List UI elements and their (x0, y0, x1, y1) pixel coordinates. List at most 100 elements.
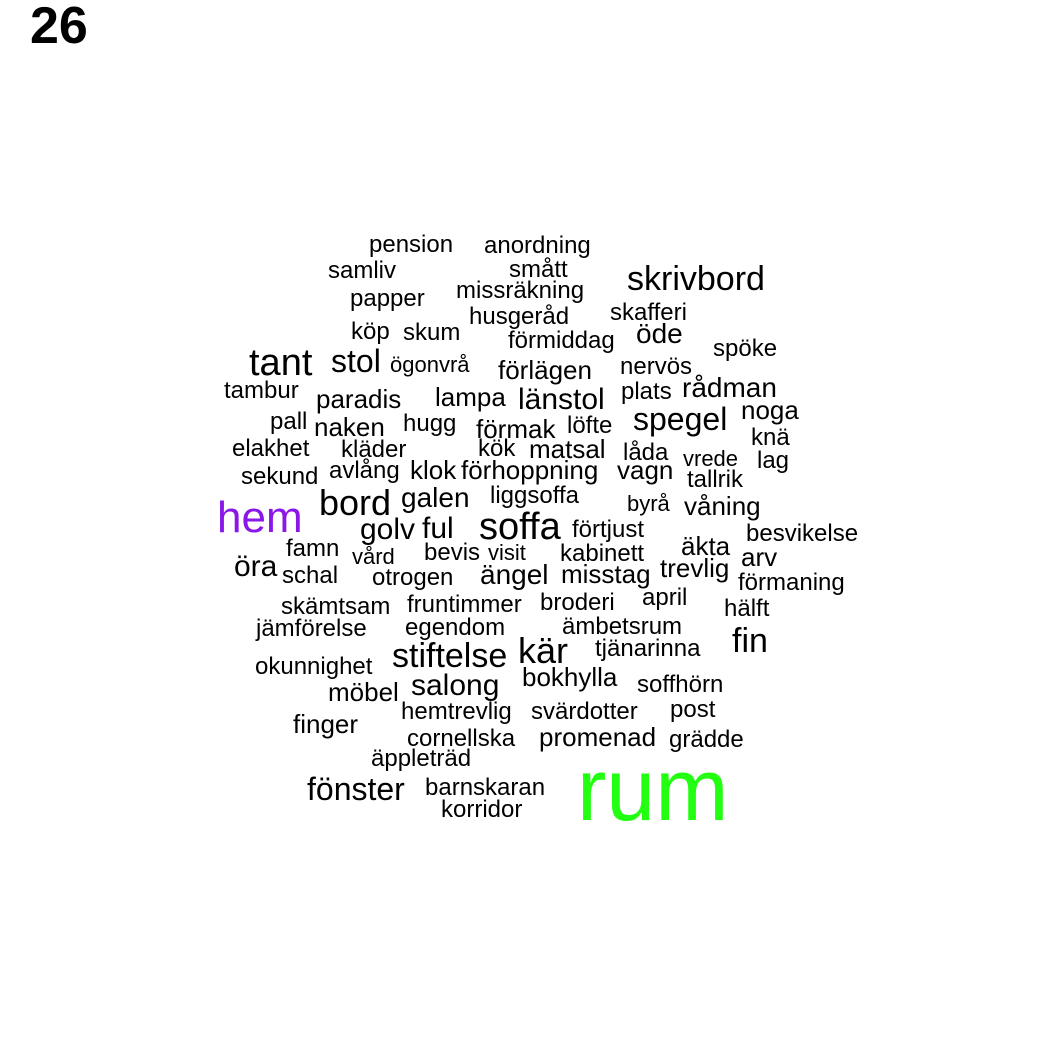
word-trevlig: trevlig (660, 553, 730, 583)
word-lanstol: länstol (518, 383, 605, 416)
word-arv: arv (741, 542, 778, 572)
word-galen: galen (401, 482, 470, 513)
word-kabinett: kabinett (560, 540, 645, 567)
word-misstag: misstag (561, 559, 651, 589)
word-kar: kär (518, 630, 569, 671)
word-tambur: tambur (224, 377, 299, 404)
word-korridor: korridor (441, 796, 523, 823)
word-bord: bord (319, 482, 392, 523)
word-naken: naken (314, 412, 385, 442)
word-halft: hälft (724, 595, 770, 622)
word-angel: ängel (480, 559, 549, 590)
word-stol: stol (331, 343, 381, 379)
word-ful: ful (422, 512, 454, 545)
word-ode: öde (636, 318, 683, 349)
word-kop: köp (351, 318, 390, 345)
word-anordning: anordning (484, 232, 591, 259)
word-avlang: avlång (329, 457, 400, 484)
word-tjanarinna: tjänarinna (595, 635, 701, 662)
word-byra: byrå (627, 491, 670, 516)
word-soffhorn: soffhörn (637, 671, 724, 698)
word-broderi: broderi (540, 589, 615, 616)
word-fonster: fönster (307, 771, 405, 807)
word-kok: kök (478, 435, 516, 462)
word-akta: äkta (681, 531, 731, 561)
word-tallrik: tallrik (687, 466, 744, 493)
word-kna: knä (751, 424, 790, 451)
word-stiftelse: stiftelse (392, 637, 508, 675)
word-april: april (642, 584, 688, 611)
word-radman: rådman (682, 372, 777, 403)
word-paradis: paradis (316, 384, 402, 414)
word-forhoppning: förhoppning (461, 455, 599, 485)
word-pension: pension (369, 231, 454, 258)
word-klader: kläder (341, 436, 407, 463)
word-skafferi: skafferi (610, 299, 687, 326)
word-papper: papper (350, 285, 425, 312)
word-matsal: matsal (529, 434, 606, 464)
word-formak: förmak (476, 414, 556, 444)
word-elakhet: elakhet (232, 435, 310, 462)
word-spegel: spegel (633, 401, 728, 437)
word-formaning: förmaning (738, 569, 845, 596)
word-ora: öra (234, 550, 278, 583)
word-liggsoffa: liggsoffa (490, 482, 579, 509)
word-vard: vård (352, 544, 395, 569)
word-finger: finger (293, 709, 359, 739)
word-svardotter: svärdotter (531, 698, 638, 725)
word-samliv: samliv (328, 257, 397, 284)
word-lada: låda (623, 439, 669, 466)
word-bevis: bevis (424, 539, 481, 566)
word-post: post (670, 696, 716, 723)
word-vaning: våning (684, 491, 761, 521)
word-salong: salong (411, 669, 500, 702)
word-lampa: lampa (435, 382, 506, 412)
word-husgerad: husgeråd (469, 303, 570, 330)
word-vagn: vagn (617, 455, 674, 485)
word-hem: hem (217, 493, 303, 542)
word-barnskaran: barnskaran (425, 774, 546, 801)
word-noga: noga (741, 395, 799, 425)
word-jamforelse: jämförelse (256, 615, 367, 642)
word-egendom: egendom (405, 614, 506, 641)
word-skum: skum (403, 319, 461, 346)
word-famn: famn (286, 535, 340, 562)
word-forlagen: förlägen (498, 355, 592, 385)
word-besvikelse: besvikelse (746, 520, 859, 547)
word-otrogen: otrogen (372, 564, 454, 591)
word-skamtsam: skämtsam (281, 593, 391, 620)
word-visit: visit (488, 540, 526, 565)
word-fruntimmer: fruntimmer (407, 591, 522, 618)
word-schal: schal (282, 562, 339, 589)
word-mobel: möbel (328, 677, 399, 707)
word-soffa: soffa (479, 506, 561, 548)
word-klok: klok (410, 455, 457, 485)
word-pall: pall (270, 408, 308, 435)
word-hemtrevlig: hemtrevlig (401, 698, 512, 725)
word-smatt: smått (509, 256, 568, 283)
word-bokhylla: bokhylla (522, 662, 618, 692)
word-golv: golv (360, 513, 416, 546)
word-cornellska: cornellska (407, 725, 516, 752)
word-vrede: vrede (683, 446, 739, 471)
word-sekund: sekund (241, 463, 319, 490)
word-missrakning: missräkning (456, 277, 585, 304)
word-spoke: spöke (713, 335, 778, 362)
word-lofte: löfte (567, 412, 613, 439)
word-plats: plats (621, 378, 672, 405)
word-tant: tant (249, 342, 313, 384)
word-gradde: grädde (669, 726, 744, 753)
word-fin: fin (732, 622, 768, 660)
word-hugg: hugg (403, 410, 457, 437)
word-rum: rum (577, 740, 729, 839)
word-okunnighet: okunnighet (255, 653, 373, 680)
word-applerad: äppleträd (371, 745, 472, 772)
word-ogonvra: ögonvrå (390, 352, 470, 377)
word-lag: lag (757, 447, 790, 474)
word-fortjust: förtjust (572, 516, 645, 543)
word-ambetsrum: ämbetsrum (562, 613, 683, 640)
word-nervos: nervös (620, 353, 693, 380)
word-promenad: promenad (539, 722, 657, 752)
page-number: 26 (30, 0, 88, 55)
